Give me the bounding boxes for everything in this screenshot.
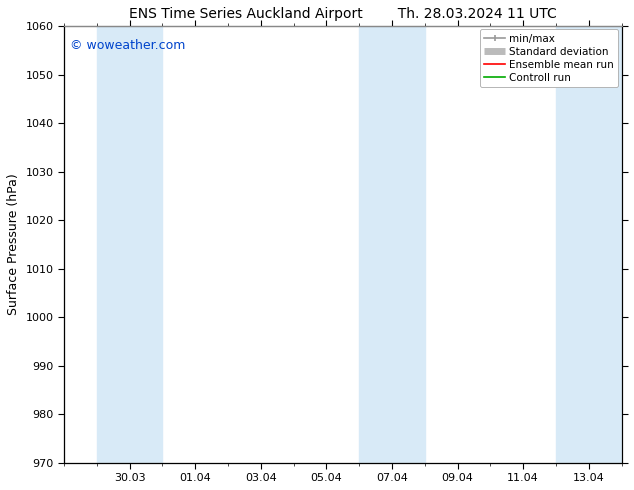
Bar xyxy=(359,26,425,463)
Y-axis label: Surface Pressure (hPa): Surface Pressure (hPa) xyxy=(7,173,20,316)
Legend: min/max, Standard deviation, Ensemble mean run, Controll run: min/max, Standard deviation, Ensemble me… xyxy=(481,29,618,87)
Bar xyxy=(556,26,621,463)
Title: ENS Time Series Auckland Airport        Th. 28.03.2024 11 UTC: ENS Time Series Auckland Airport Th. 28.… xyxy=(129,7,557,21)
Text: © woweather.com: © woweather.com xyxy=(70,39,185,52)
Bar xyxy=(97,26,162,463)
